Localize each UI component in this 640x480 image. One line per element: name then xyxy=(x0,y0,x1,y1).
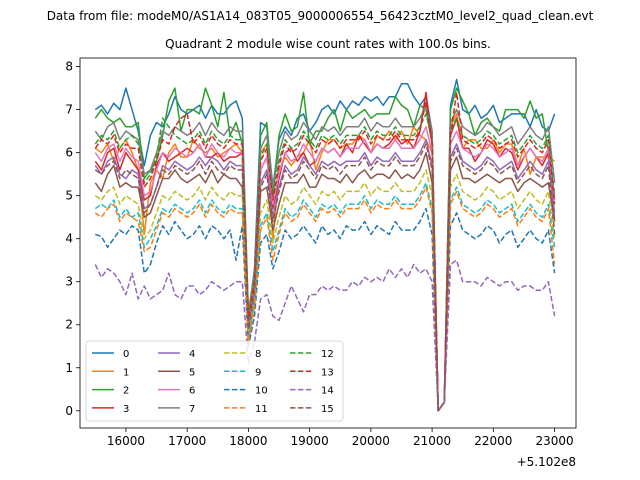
chart-suptitle: Data from file: modeM0/AS1A14_083T05_900… xyxy=(47,9,594,23)
x-tick-label: 16000 xyxy=(107,434,145,448)
x-tick-label: 21000 xyxy=(413,434,451,448)
series-line-12 xyxy=(94,113,556,412)
legend-label-6: 6 xyxy=(189,386,195,397)
x-tick-label: 20000 xyxy=(352,434,390,448)
legend-label-12: 12 xyxy=(321,349,334,360)
legend-label-13: 13 xyxy=(321,367,334,378)
legend-label-10: 10 xyxy=(255,386,268,397)
legend-label-3: 3 xyxy=(123,404,129,415)
series-line-0 xyxy=(94,78,556,412)
series-line-2 xyxy=(94,87,556,412)
x-tick-label: 19000 xyxy=(291,434,329,448)
chart-title: Quadrant 2 module wise count rates with … xyxy=(165,37,491,51)
legend-label-4: 4 xyxy=(189,349,195,360)
y-tick-label: 3 xyxy=(65,275,73,289)
y-tick-label: 8 xyxy=(65,60,73,74)
legend-label-0: 0 xyxy=(123,349,129,360)
legend-label-7: 7 xyxy=(189,404,195,415)
series-line-15 xyxy=(94,143,556,412)
series-line-1 xyxy=(94,113,556,412)
x-offset-label: +5.102e8 xyxy=(517,455,576,469)
x-axis: 16000 17000 18000 19000 20000 21000 22000 23000 xyxy=(107,428,574,448)
y-tick-label: 6 xyxy=(65,146,73,160)
y-tick-label: 1 xyxy=(65,361,73,375)
series-line-4 xyxy=(94,138,556,412)
y-tick-label: 2 xyxy=(65,318,73,332)
x-tick-label: 18000 xyxy=(229,434,267,448)
series-line-14 xyxy=(94,259,556,412)
series-line-9 xyxy=(94,182,556,412)
plot-lines xyxy=(94,78,556,412)
plot-frame xyxy=(79,57,577,429)
y-tick-label: 0 xyxy=(65,404,73,418)
series-line-10 xyxy=(95,207,556,412)
x-tick-label: 23000 xyxy=(535,434,573,448)
legend-label-15: 15 xyxy=(321,404,334,415)
series-line-6 xyxy=(94,126,556,412)
y-axis: 0 1 2 3 4 5 6 7 8 xyxy=(65,60,80,418)
x-tick-label: 17000 xyxy=(168,434,206,448)
legend-label-11: 11 xyxy=(255,404,268,415)
y-tick-label: 5 xyxy=(65,189,73,203)
legend-label-9: 9 xyxy=(255,367,261,378)
x-tick-label: 22000 xyxy=(474,434,512,448)
legend-label-14: 14 xyxy=(321,386,334,397)
y-tick-label: 7 xyxy=(65,103,73,117)
legend-label-5: 5 xyxy=(189,367,195,378)
series-line-11 xyxy=(94,186,556,412)
series-line-13 xyxy=(94,91,556,412)
series-line-5 xyxy=(94,151,556,412)
legend-label-1: 1 xyxy=(123,367,129,378)
legend-label-8: 8 xyxy=(255,349,261,360)
legend-box xyxy=(85,340,344,422)
legend-label-2: 2 xyxy=(123,386,129,397)
y-tick-label: 4 xyxy=(65,232,73,246)
